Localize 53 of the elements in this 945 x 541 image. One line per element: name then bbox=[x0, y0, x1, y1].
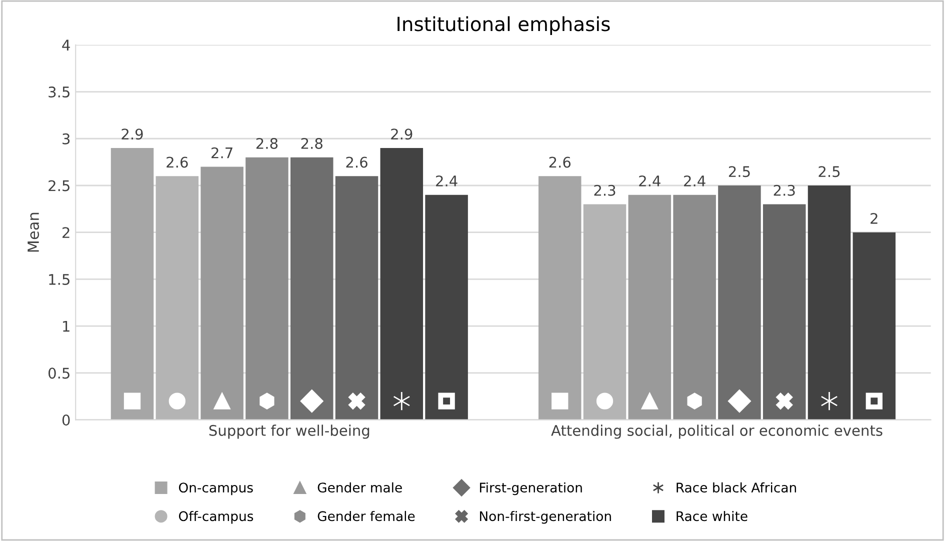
y-tick-label: 2 bbox=[62, 227, 70, 238]
bar bbox=[290, 157, 334, 420]
y-tick-label: 3 bbox=[62, 133, 70, 144]
legend-label: Off-campus bbox=[178, 510, 254, 524]
y-tick-label: 3.5 bbox=[48, 86, 70, 98]
legend-label: Non-first-generation bbox=[480, 510, 611, 524]
data-label: 2.6 bbox=[346, 156, 368, 168]
bar bbox=[110, 148, 154, 420]
bar bbox=[673, 194, 716, 420]
bar bbox=[852, 232, 896, 420]
bar bbox=[156, 176, 199, 420]
data-label: 2.9 bbox=[391, 128, 412, 140]
data-label: 2.8 bbox=[256, 138, 278, 149]
bar bbox=[583, 204, 626, 420]
data-label: 2.7 bbox=[212, 147, 232, 158]
chart-title: Institutional emphasis bbox=[398, 16, 610, 36]
legend-label: Gender male bbox=[318, 482, 402, 493]
legend-label: On-campus bbox=[178, 482, 253, 496]
bar bbox=[335, 176, 378, 420]
data-label: 2.4 bbox=[436, 175, 458, 186]
bar bbox=[808, 185, 851, 420]
data-label: 2.3 bbox=[774, 184, 795, 196]
bar bbox=[425, 194, 468, 420]
data-label: 2.6 bbox=[549, 156, 571, 168]
y-tick-label: 1 bbox=[63, 320, 70, 332]
y-tick-label: 2.5 bbox=[48, 180, 70, 192]
legend-label: Race white bbox=[676, 510, 748, 522]
data-label: 2.6 bbox=[166, 156, 188, 168]
data-label: 2.4 bbox=[639, 175, 660, 186]
bar bbox=[200, 166, 244, 420]
y-tick-label: 1.5 bbox=[49, 274, 70, 285]
legend-label: First-generation bbox=[480, 482, 582, 496]
bar bbox=[718, 185, 761, 420]
bar bbox=[246, 157, 288, 420]
y-tick-label: 0 bbox=[62, 414, 70, 426]
data-label: 2 bbox=[870, 212, 878, 224]
data-label: 2.3 bbox=[594, 184, 616, 196]
x-tick-label: Support for well-being bbox=[209, 424, 370, 439]
bar bbox=[380, 148, 424, 420]
y-axis-title: Mean bbox=[28, 212, 40, 252]
bar bbox=[628, 194, 672, 420]
data-label: 2.5 bbox=[818, 166, 840, 178]
y-tick-label: 0.5 bbox=[48, 368, 70, 379]
x-tick-label: Attending social, political or economic events bbox=[551, 424, 882, 439]
data-label: 2.8 bbox=[301, 138, 322, 149]
data-label: 2.5 bbox=[728, 166, 750, 178]
legend-label: Race black African bbox=[676, 482, 796, 493]
legend-label: Gender female bbox=[318, 510, 415, 522]
y-tick-label: 4 bbox=[62, 40, 70, 50]
bar bbox=[538, 176, 582, 420]
bar bbox=[762, 204, 806, 420]
data-label: 2.4 bbox=[684, 175, 706, 186]
data-label: 2.9 bbox=[122, 128, 143, 140]
